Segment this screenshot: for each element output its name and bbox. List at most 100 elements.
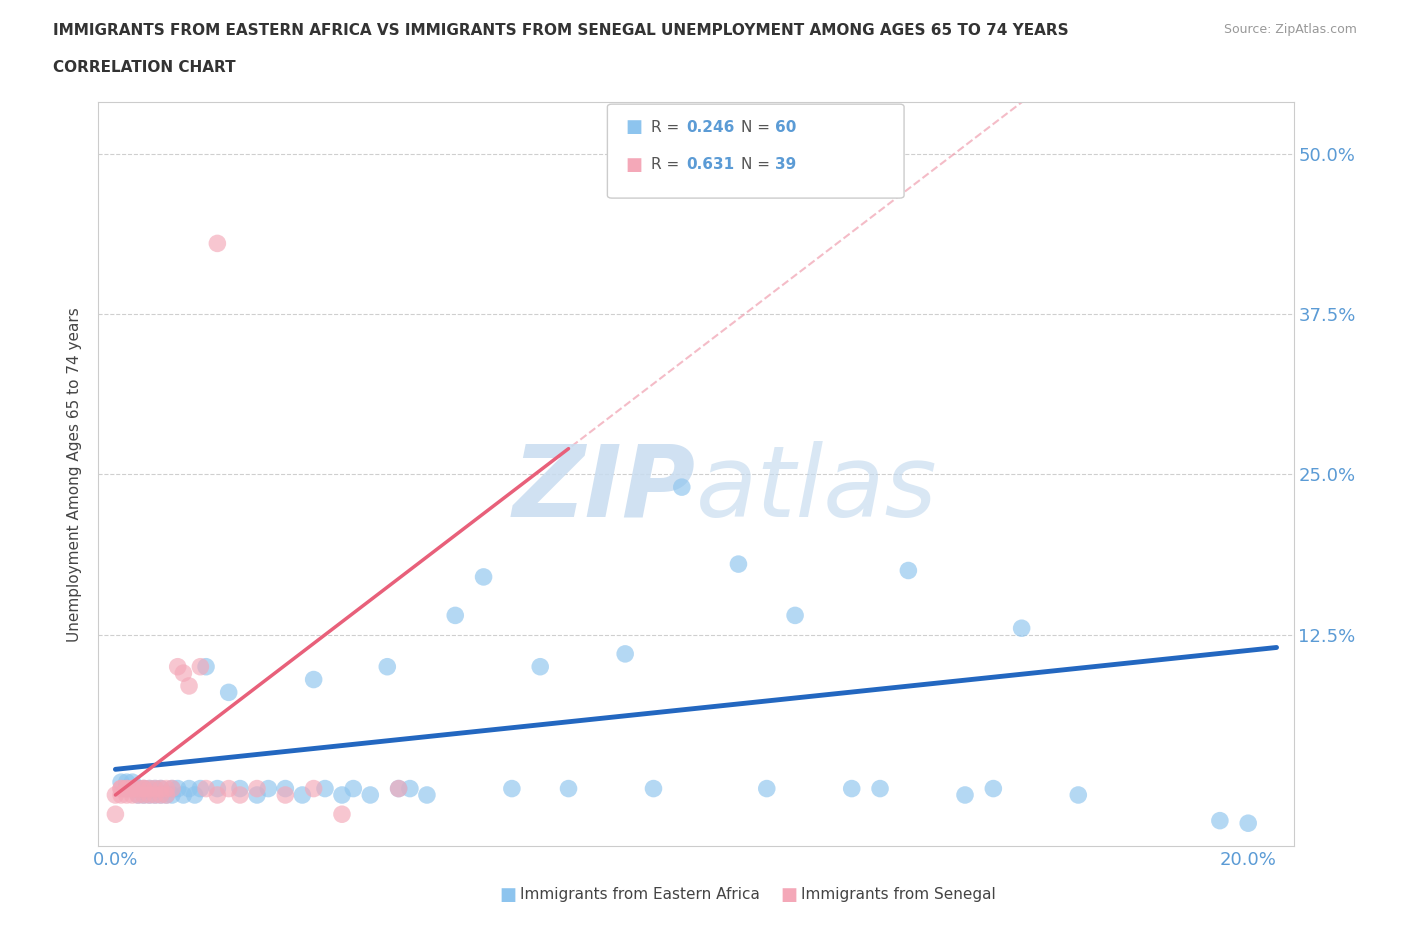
Point: [727, 557, 749, 572]
Point: [138, 781, 160, 796]
Point: [388, 781, 411, 796]
Point: [104, 788, 127, 803]
Point: [121, 781, 143, 796]
Text: ■: ■: [780, 885, 797, 904]
Text: IMMIGRANTS FROM EASTERN AFRICA VS IMMIGRANTS FROM SENEGAL UNEMPLOYMENT AMONG AGE: IMMIGRANTS FROM EASTERN AFRICA VS IMMIGR…: [53, 23, 1069, 38]
Point: [160, 781, 183, 796]
Text: 60: 60: [775, 120, 796, 135]
Point: [529, 659, 551, 674]
Point: [121, 775, 143, 790]
Point: [127, 781, 149, 796]
Point: [160, 781, 183, 796]
Point: [138, 788, 160, 803]
Point: [557, 781, 579, 796]
Point: [643, 781, 665, 796]
Point: [115, 781, 138, 796]
Point: [1067, 788, 1090, 803]
Point: [115, 781, 138, 796]
Point: [246, 781, 269, 796]
Text: R =: R =: [651, 157, 685, 172]
Point: [132, 781, 155, 796]
Text: Source: ZipAtlas.com: Source: ZipAtlas.com: [1223, 23, 1357, 36]
Point: [375, 659, 398, 674]
Point: [444, 608, 467, 623]
Point: [207, 788, 229, 803]
Text: ■: ■: [626, 118, 643, 137]
Point: [330, 788, 353, 803]
Point: [302, 672, 325, 687]
Point: [218, 684, 240, 699]
Point: [953, 788, 976, 803]
Point: [121, 781, 143, 796]
Point: [155, 788, 177, 803]
Text: N =: N =: [741, 157, 775, 172]
Text: ZIP: ZIP: [513, 441, 696, 538]
Point: [342, 781, 364, 796]
Point: [981, 781, 1004, 796]
Point: [195, 781, 218, 796]
Point: [143, 788, 166, 803]
Point: [359, 788, 381, 803]
Point: [177, 781, 200, 796]
Point: [399, 781, 422, 796]
Point: [149, 781, 172, 796]
Point: [132, 781, 155, 796]
Point: [160, 788, 183, 803]
Point: [416, 788, 439, 803]
Point: [138, 781, 160, 796]
Point: [127, 788, 149, 803]
Point: [121, 781, 143, 796]
Point: [132, 788, 155, 803]
Text: 0.631: 0.631: [686, 157, 734, 172]
Point: [388, 781, 411, 796]
Text: R =: R =: [651, 120, 685, 135]
Point: [127, 781, 149, 796]
Point: [127, 788, 149, 803]
Point: [897, 563, 920, 578]
Point: [190, 659, 212, 674]
Text: 39: 39: [775, 157, 796, 172]
Point: [207, 781, 229, 796]
Point: [138, 788, 160, 803]
Point: [110, 781, 132, 796]
Point: [143, 781, 166, 796]
Text: CORRELATION CHART: CORRELATION CHART: [53, 60, 236, 75]
Y-axis label: Unemployment Among Ages 65 to 74 years: Unemployment Among Ages 65 to 74 years: [67, 307, 83, 642]
Point: [172, 666, 194, 681]
Point: [166, 659, 188, 674]
Point: [155, 781, 177, 796]
Point: [783, 608, 806, 623]
Point: [257, 781, 280, 796]
Point: [229, 781, 252, 796]
Text: atlas: atlas: [696, 441, 938, 538]
Point: [149, 788, 172, 803]
Text: ■: ■: [626, 155, 643, 174]
Point: [195, 659, 218, 674]
Point: [501, 781, 523, 796]
Point: [274, 781, 297, 796]
Point: [291, 788, 314, 803]
Point: [172, 788, 194, 803]
Point: [110, 788, 132, 803]
Point: [671, 480, 693, 495]
Point: [149, 781, 172, 796]
Point: [110, 781, 132, 796]
Point: [1209, 813, 1232, 828]
Point: [115, 775, 138, 790]
Point: [143, 788, 166, 803]
Point: [274, 788, 297, 803]
Text: Immigrants from Senegal: Immigrants from Senegal: [801, 887, 997, 902]
Point: [755, 781, 778, 796]
Text: N =: N =: [741, 120, 775, 135]
Point: [132, 781, 155, 796]
Text: 0.246: 0.246: [686, 120, 734, 135]
Point: [246, 788, 269, 803]
Point: [330, 807, 353, 822]
Point: [132, 788, 155, 803]
Point: [149, 788, 172, 803]
Point: [166, 781, 188, 796]
Point: [614, 646, 637, 661]
Point: [183, 788, 205, 803]
Point: [1237, 816, 1260, 830]
Point: [841, 781, 863, 796]
